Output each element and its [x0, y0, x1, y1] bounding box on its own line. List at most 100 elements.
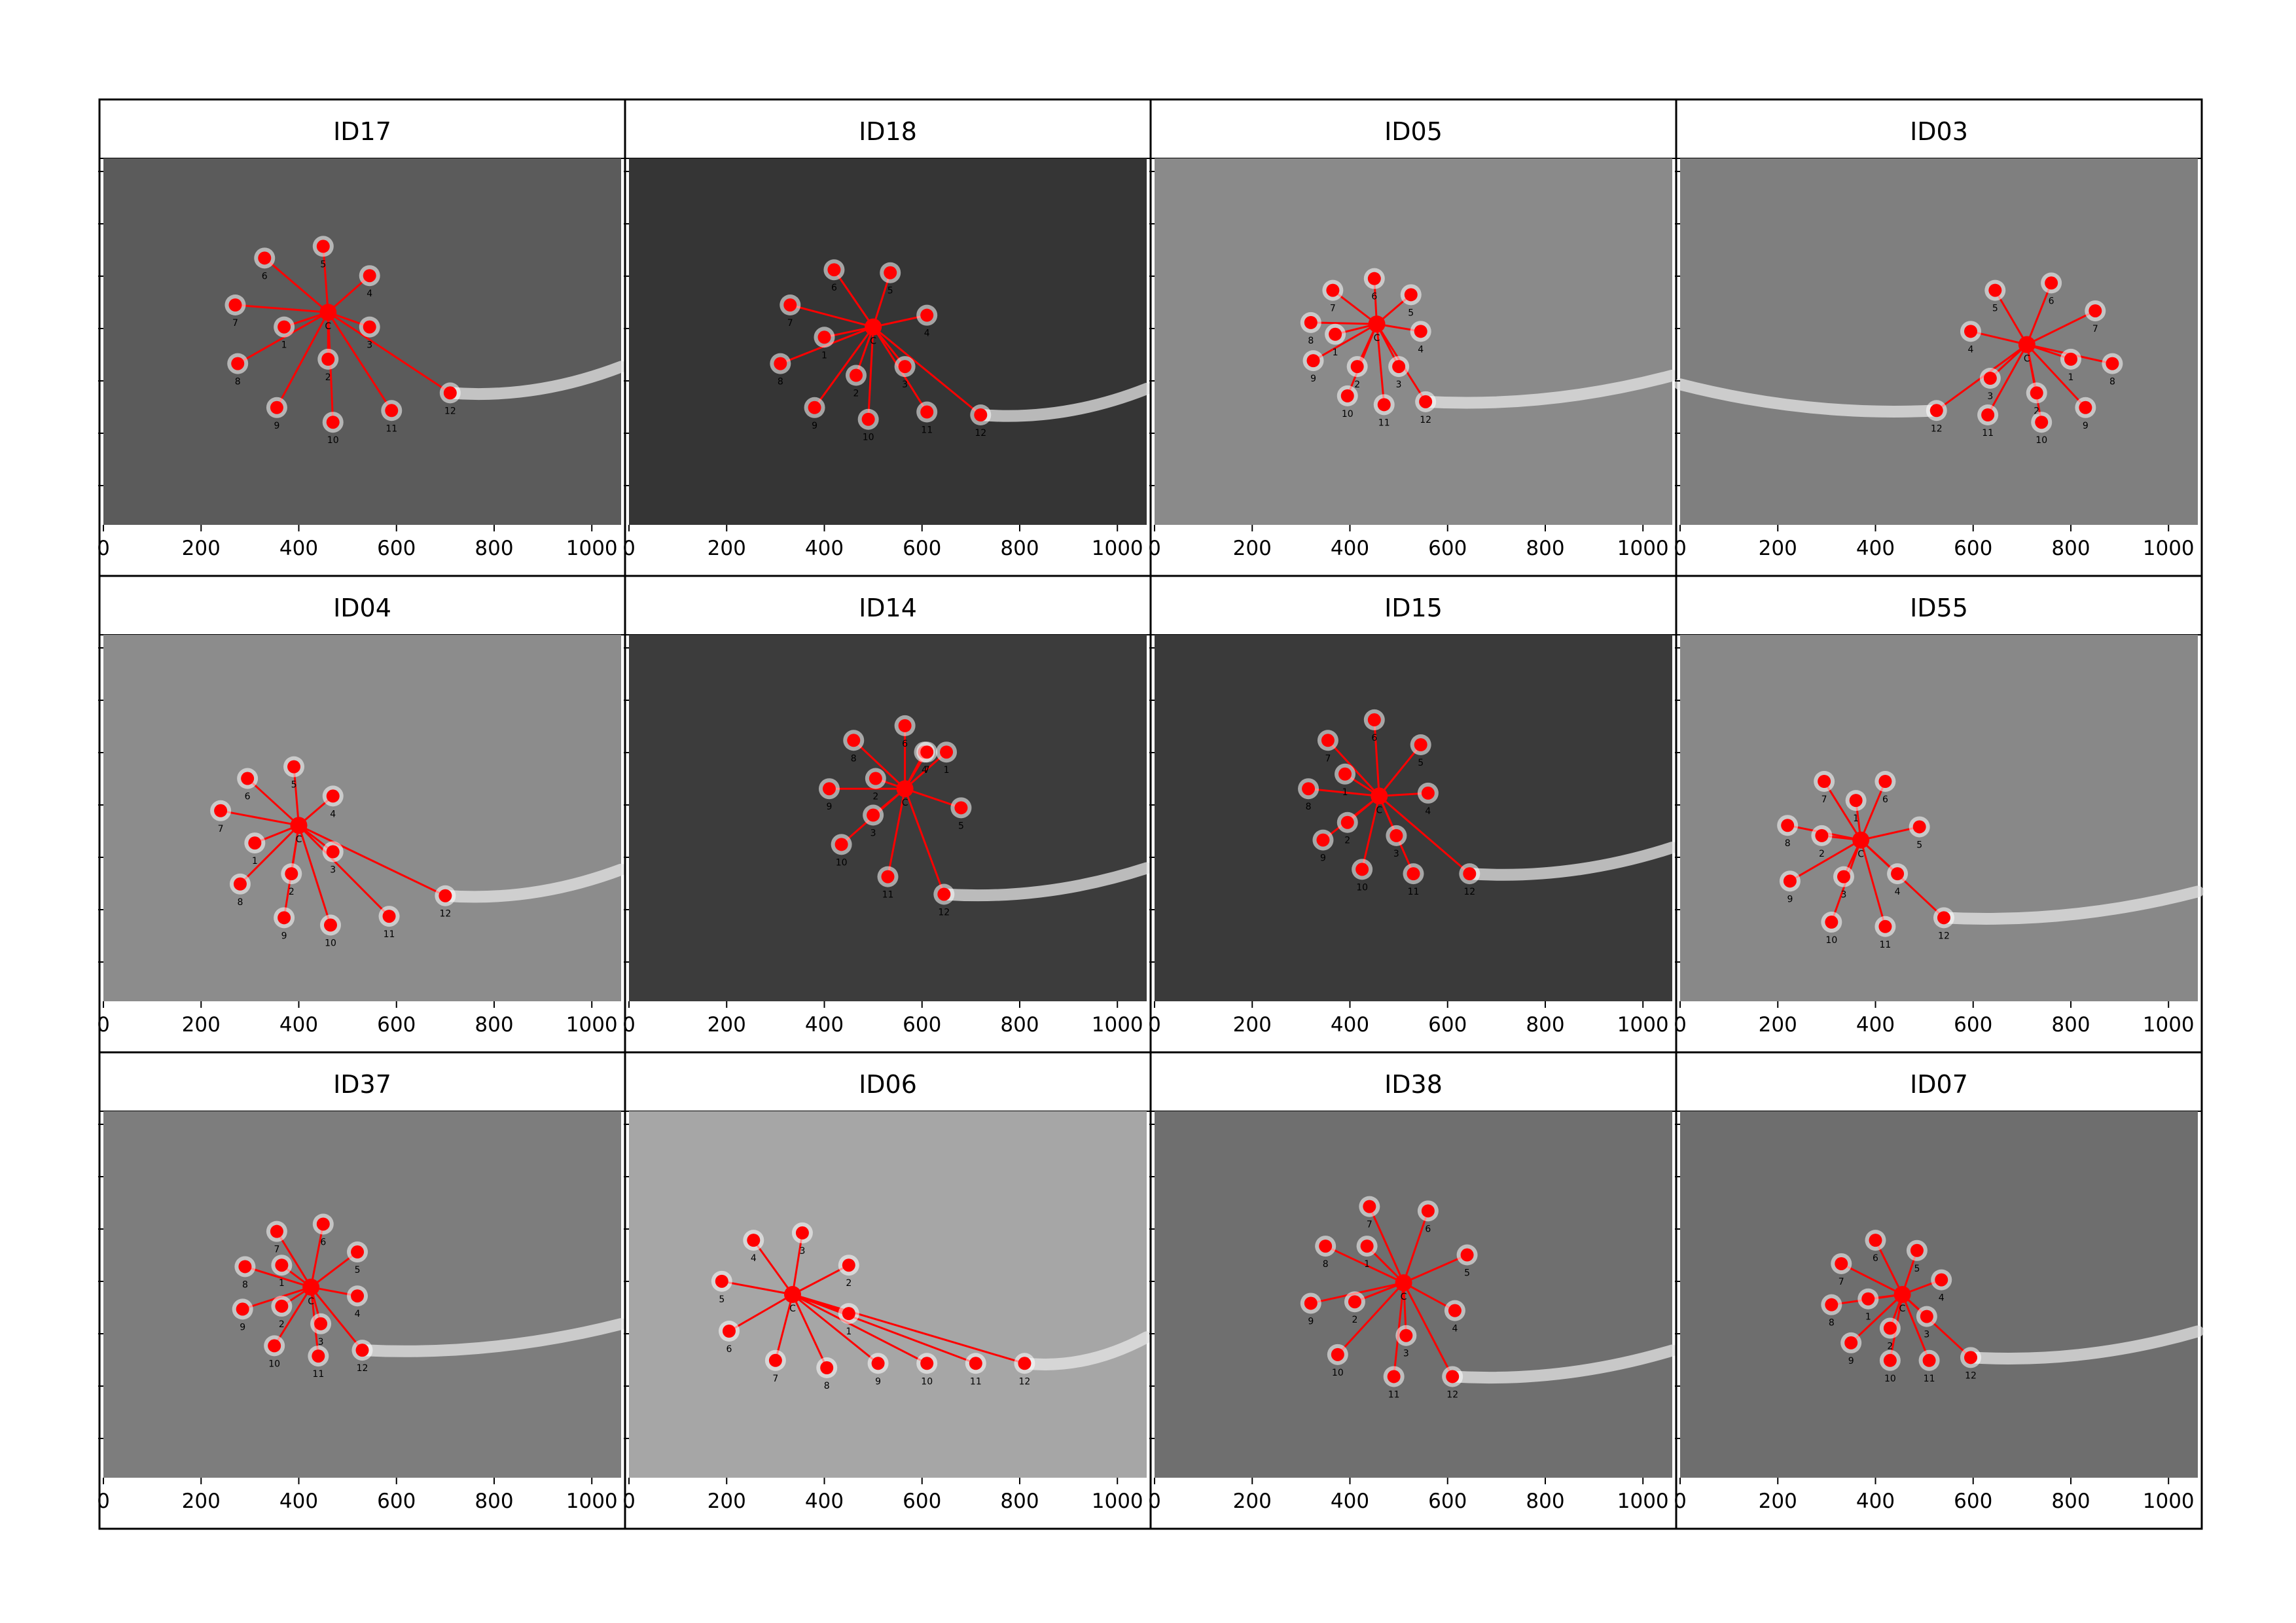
data-point: [385, 404, 399, 418]
data-point: [2079, 401, 2092, 414]
panel-title: ID05: [1384, 117, 1443, 146]
center-label: C: [325, 321, 331, 332]
spoke-line: [1312, 323, 1378, 362]
point-label: 9: [1310, 374, 1316, 384]
x-tick-label: 800: [1000, 1489, 1039, 1513]
point-label: 3: [1403, 1349, 1409, 1359]
data-point: [233, 877, 247, 891]
point-label: 4: [924, 329, 930, 339]
scan-image: [1680, 158, 2198, 525]
point-label: 3: [1987, 391, 1993, 402]
data-point: [1878, 919, 1892, 933]
data-point: [2045, 276, 2058, 290]
data-point: [1018, 1357, 1031, 1370]
x-tick-label: 0: [1148, 537, 1161, 560]
data-point: [214, 804, 228, 817]
center-point: [302, 1278, 320, 1296]
point-label: 2: [1887, 1342, 1893, 1352]
data-point: [1825, 1298, 1839, 1311]
point-label: 9: [1308, 1316, 1314, 1327]
x-tick-label: 400: [1331, 1489, 1369, 1513]
spoke-line: [904, 788, 945, 895]
center-label: C: [902, 798, 908, 808]
data-point: [236, 1302, 249, 1316]
point-label: 5: [355, 1265, 361, 1275]
point-label: 5: [1464, 1268, 1470, 1279]
point-label: 2: [1344, 836, 1350, 846]
spoke-line: [789, 304, 874, 329]
point-label: 6: [1425, 1224, 1431, 1234]
x-tick-label: 800: [1000, 1013, 1039, 1037]
x-tick-label: 200: [182, 537, 221, 560]
data-point: [1910, 1243, 1924, 1257]
duct-curve: [975, 383, 1153, 422]
point-label: 6: [320, 1237, 326, 1247]
point-label: 11: [1880, 940, 1892, 950]
point-label: 2: [289, 887, 295, 897]
scan-image: [103, 635, 621, 1001]
center-point: [319, 304, 337, 321]
x-tick-label: 0: [1148, 1489, 1161, 1513]
x-tick-label: 800: [1526, 1013, 1564, 1037]
x-tick-label: 400: [1856, 1013, 1895, 1037]
point-label: 7: [1821, 794, 1827, 805]
data-point: [774, 357, 787, 370]
point-label: 9: [875, 1376, 881, 1387]
point-label: 8: [778, 377, 783, 387]
data-point: [783, 298, 797, 312]
point-label: 7: [1367, 1220, 1372, 1230]
point-label: 6: [245, 792, 251, 802]
x-tick-label: 800: [475, 537, 513, 560]
panel-title: ID04: [333, 594, 391, 622]
point-label: 2: [1352, 1315, 1357, 1325]
x-tick-label: 1000: [2143, 537, 2195, 560]
point-label: 12: [975, 428, 986, 438]
data-point: [321, 352, 335, 366]
x-tick-label: 0: [622, 537, 636, 560]
point-label: 12: [1420, 415, 1431, 425]
x-tick-label: 800: [475, 1013, 513, 1037]
spoke-line: [2026, 310, 2096, 346]
center-label: C: [1857, 849, 1864, 860]
panel-title: ID37: [333, 1070, 391, 1099]
point-label: 7: [1839, 1277, 1844, 1287]
data-point: [1319, 1240, 1333, 1253]
data-point: [1302, 782, 1316, 796]
point-label: 2: [1354, 380, 1360, 390]
point-label: 7: [218, 824, 224, 834]
x-tick-label: 600: [1428, 1013, 1467, 1037]
data-point: [1837, 870, 1850, 883]
x-tick-label: 200: [708, 537, 746, 560]
data-point: [1448, 1304, 1462, 1317]
point-label: 6: [726, 1344, 732, 1355]
point-label: 4: [1425, 806, 1431, 817]
spoke-line: [1823, 781, 1862, 841]
x-tick-label: 400: [1331, 537, 1369, 560]
point-label: 5: [958, 821, 964, 831]
x-tick-label: 600: [903, 1013, 941, 1037]
duct-curve: [444, 361, 627, 401]
data-point: [1348, 1295, 1361, 1309]
data-point: [351, 1245, 365, 1259]
data-point: [316, 240, 330, 253]
x-tick-label: 0: [622, 1489, 636, 1513]
data-point: [287, 760, 301, 774]
data-point: [1350, 360, 1364, 374]
point-label: 6: [1371, 733, 1377, 743]
data-point: [2030, 386, 2043, 400]
x-tick-label: 800: [475, 1489, 513, 1513]
center-label: C: [1374, 333, 1380, 344]
point-label: 8: [1323, 1259, 1329, 1270]
x-tick-label: 0: [1674, 1013, 1687, 1037]
data-point: [1825, 916, 1839, 929]
center-point: [1368, 315, 1386, 333]
spoke-line: [728, 1293, 793, 1332]
panel-title: ID17: [333, 117, 391, 146]
point-label: 2: [2034, 406, 2039, 416]
spoke-line: [1840, 1262, 1903, 1296]
point-label: 2: [325, 372, 331, 383]
data-point: [275, 1299, 289, 1313]
data-point: [326, 845, 340, 859]
point-label: 2: [872, 792, 878, 802]
